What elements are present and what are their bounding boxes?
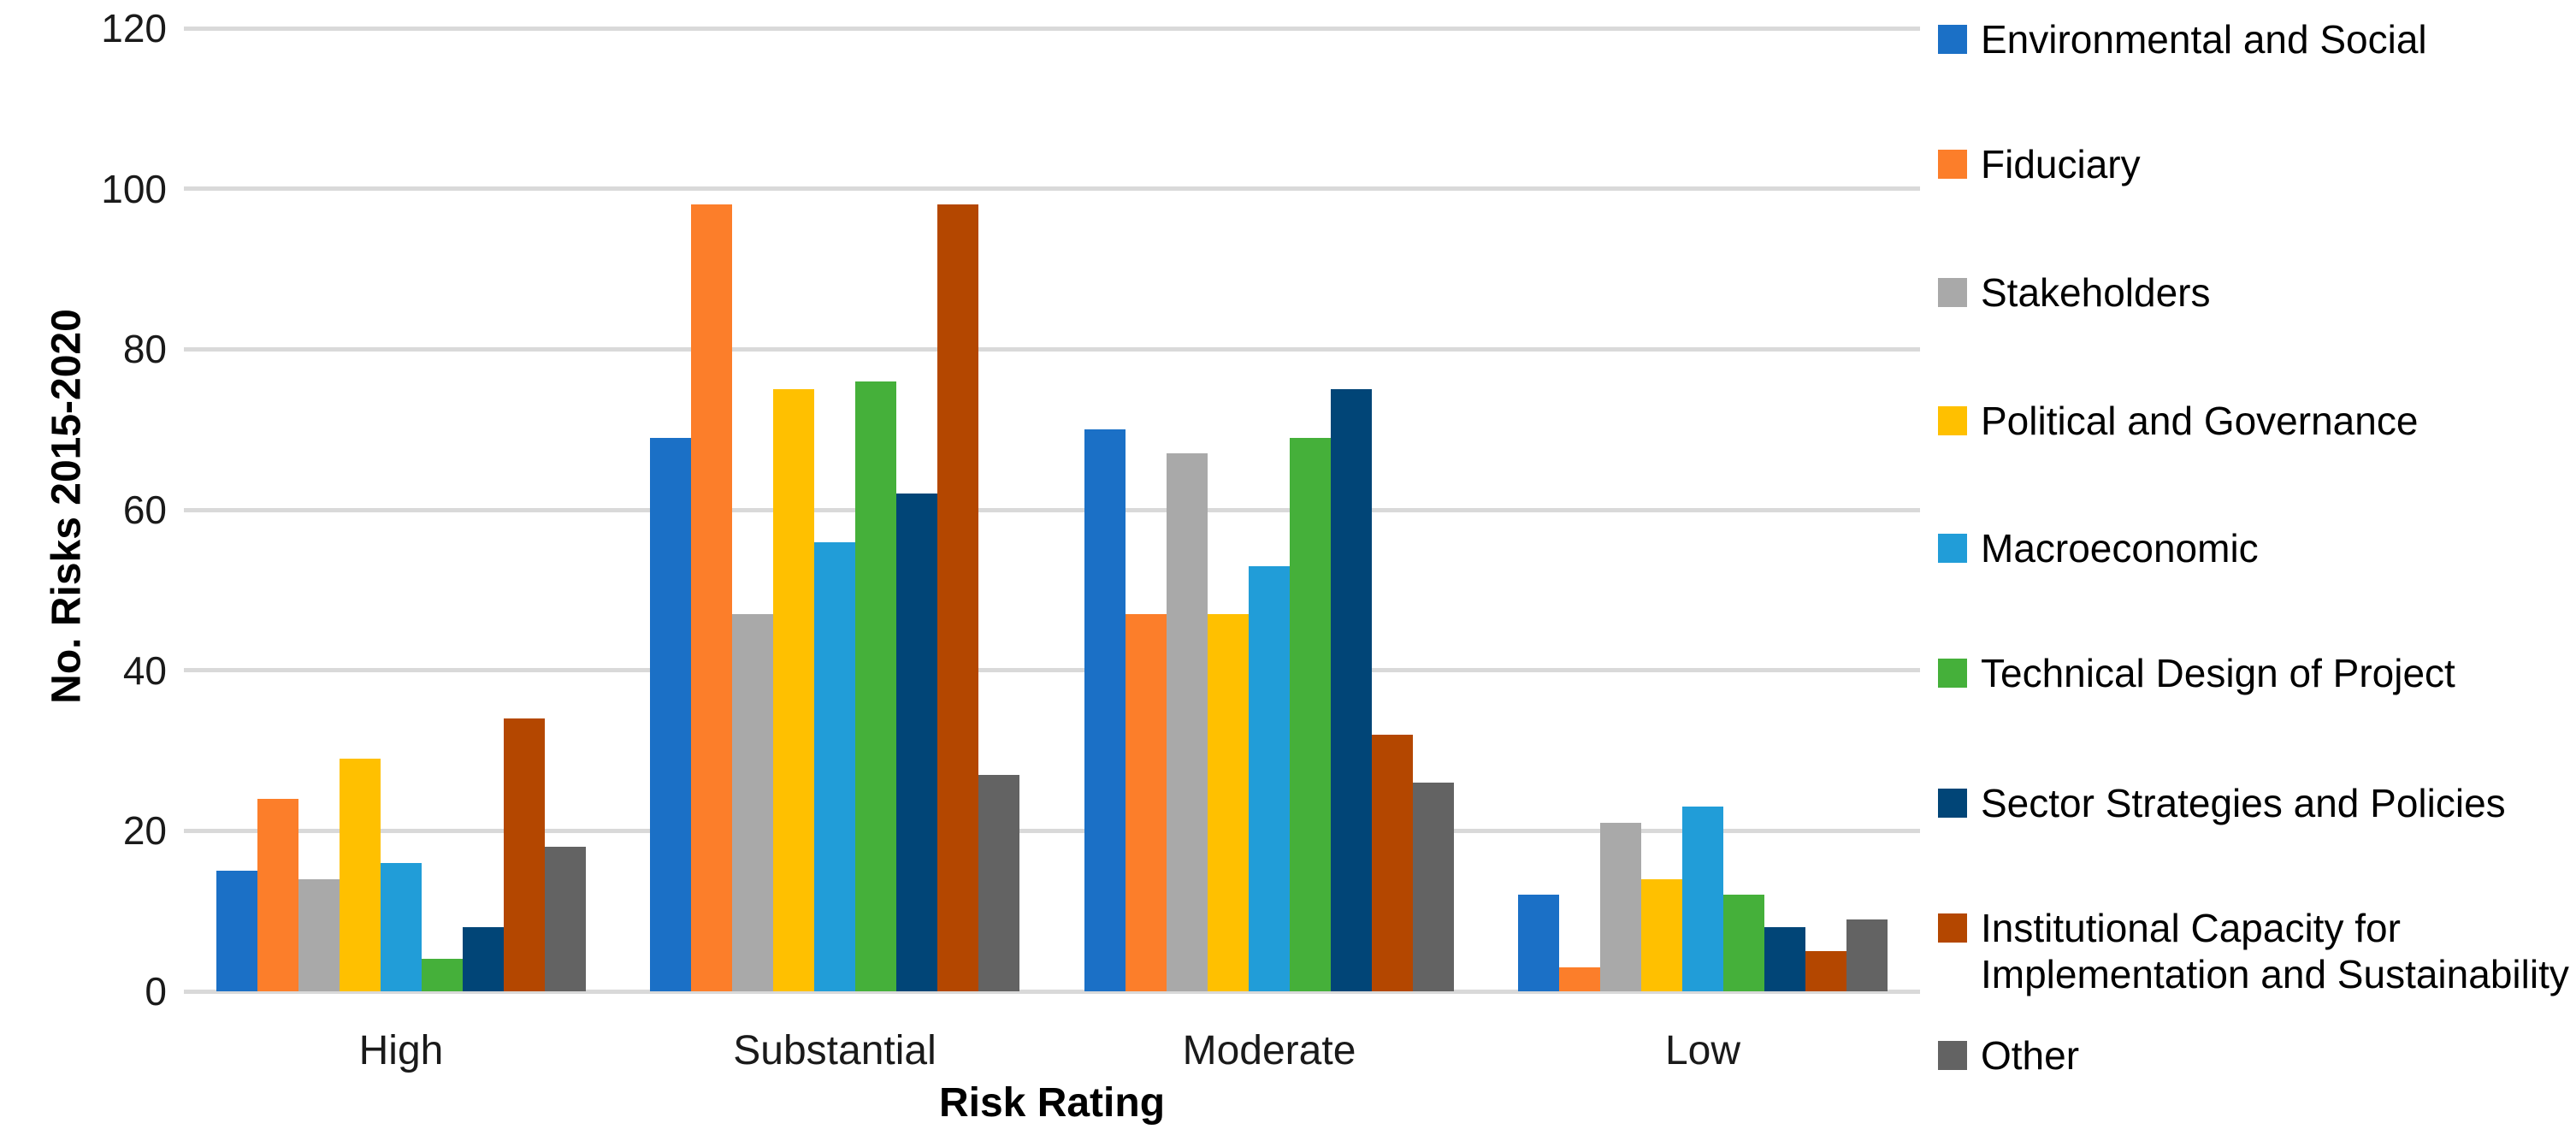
bar-high-environmental-and-social	[216, 871, 257, 991]
legend-label-political-and-governance: Political and Governance	[1981, 399, 2419, 443]
bar-low-sector-strategies-and-policies	[1764, 927, 1805, 991]
bar-low-stakeholders	[1600, 823, 1641, 991]
legend-label-environmental-and-social: Environmental and Social	[1981, 17, 2427, 62]
gridline-0	[184, 989, 1920, 994]
plot-area	[184, 26, 1920, 994]
legend-label-stakeholders: Stakeholders	[1981, 270, 2211, 315]
legend-item-political-and-governance: Political and Governance	[1938, 398, 2576, 444]
category-label-moderate: Moderate	[1182, 1028, 1356, 1073]
category-label-substantial: Substantial	[733, 1028, 936, 1073]
legend-swatch-institutional-capacity-for	[1938, 913, 1967, 943]
legend-item-other: Other	[1938, 1032, 2576, 1079]
legend-label-institutional-capacity-for: Institutional Capacity for Implementatio…	[1981, 906, 2569, 996]
category-label-high: High	[358, 1028, 444, 1073]
legend-item-institutional-capacity-for: Institutional Capacity for Implementatio…	[1938, 905, 2576, 997]
bar-moderate-technical-design-of-project	[1290, 438, 1331, 991]
legend-item-sector-strategies-and-policies: Sector Strategies and Policies	[1938, 780, 2576, 826]
gridline-100	[184, 186, 1920, 192]
bar-high-fiduciary	[257, 799, 298, 991]
legend-swatch-macroeconomic	[1938, 534, 1967, 563]
bar-low-fiduciary	[1559, 967, 1600, 991]
legend-label-macroeconomic: Macroeconomic	[1981, 526, 2259, 570]
bar-moderate-institutional-capacity-for	[1372, 735, 1413, 991]
bar-moderate-fiduciary	[1126, 614, 1167, 991]
bar-low-other	[1846, 919, 1888, 991]
bar-moderate-other	[1413, 783, 1454, 991]
bar-moderate-environmental-and-social	[1084, 429, 1126, 991]
y-tick-label-20: 20	[122, 808, 167, 854]
legend-swatch-fiduciary	[1938, 150, 1967, 179]
bar-moderate-political-and-governance	[1208, 614, 1249, 991]
bar-high-stakeholders	[298, 879, 340, 991]
y-tick-label-100: 100	[101, 166, 167, 211]
gridline-20	[184, 828, 1920, 833]
bar-low-environmental-and-social	[1518, 895, 1559, 991]
legend-item-fiduciary: Fiduciary	[1938, 141, 2576, 187]
bar-substantial-political-and-governance	[773, 389, 814, 991]
bar-moderate-stakeholders	[1167, 453, 1208, 991]
legend-label-other: Other	[1981, 1033, 2080, 1078]
legend-label-sector-strategies-and-policies: Sector Strategies and Policies	[1981, 781, 2506, 825]
legend-item-technical-design-of-project: Technical Design of Project	[1938, 650, 2576, 696]
category-label-low: Low	[1664, 1028, 1741, 1073]
legend: Environmental and Social Fiduciary Stakeho…	[1938, 0, 2576, 1135]
bar-substantial-environmental-and-social	[650, 438, 691, 991]
legend-swatch-other	[1938, 1041, 1967, 1070]
y-tick-label-80: 80	[122, 327, 167, 372]
bar-high-macroeconomic	[381, 863, 422, 991]
legend-item-environmental-and-social: Environmental and Social	[1938, 16, 2576, 62]
y-tick-label-120: 120	[101, 6, 167, 50]
bar-high-political-and-governance	[340, 759, 381, 991]
legend-swatch-political-and-governance	[1938, 406, 1967, 435]
gridline-40	[184, 668, 1920, 673]
bar-low-political-and-governance	[1641, 879, 1682, 991]
gridline-60	[184, 507, 1920, 512]
legend-swatch-sector-strategies-and-policies	[1938, 789, 1967, 818]
bar-high-other	[545, 847, 586, 991]
bar-moderate-macroeconomic	[1249, 566, 1290, 991]
bar-low-macroeconomic	[1682, 807, 1723, 991]
legend-item-stakeholders: Stakeholders	[1938, 269, 2576, 316]
legend-item-macroeconomic: Macroeconomic	[1938, 525, 2576, 571]
legend-label-fiduciary: Fiduciary	[1981, 142, 2141, 186]
bar-substantial-technical-design-of-project	[855, 381, 896, 991]
bar-substantial-other	[978, 775, 1019, 991]
bar-high-technical-design-of-project	[422, 959, 463, 991]
bar-substantial-macroeconomic	[814, 542, 855, 991]
legend-swatch-environmental-and-social	[1938, 25, 1967, 54]
bar-substantial-institutional-capacity-for	[937, 204, 978, 991]
bar-low-institutional-capacity-for	[1805, 951, 1846, 991]
bar-moderate-sector-strategies-and-policies	[1331, 389, 1372, 991]
bar-low-technical-design-of-project	[1723, 895, 1764, 991]
y-tick-label-40: 40	[122, 647, 167, 693]
y-tick-label-0: 0	[145, 969, 167, 1014]
bar-high-institutional-capacity-for	[504, 718, 545, 991]
bar-substantial-sector-strategies-and-policies	[896, 494, 937, 991]
x-axis-title: Risk Rating	[938, 1080, 1166, 1126]
y-tick-label-60: 60	[122, 488, 167, 532]
gridline-120	[184, 26, 1920, 31]
bar-substantial-fiduciary	[691, 204, 732, 991]
bar-high-sector-strategies-and-policies	[463, 927, 504, 991]
bar-substantial-stakeholders	[732, 614, 773, 991]
legend-swatch-technical-design-of-project	[1938, 659, 1967, 688]
legend-swatch-stakeholders	[1938, 278, 1967, 307]
legend-label-technical-design-of-project: Technical Design of Project	[1981, 651, 2455, 695]
gridline-80	[184, 346, 1920, 352]
